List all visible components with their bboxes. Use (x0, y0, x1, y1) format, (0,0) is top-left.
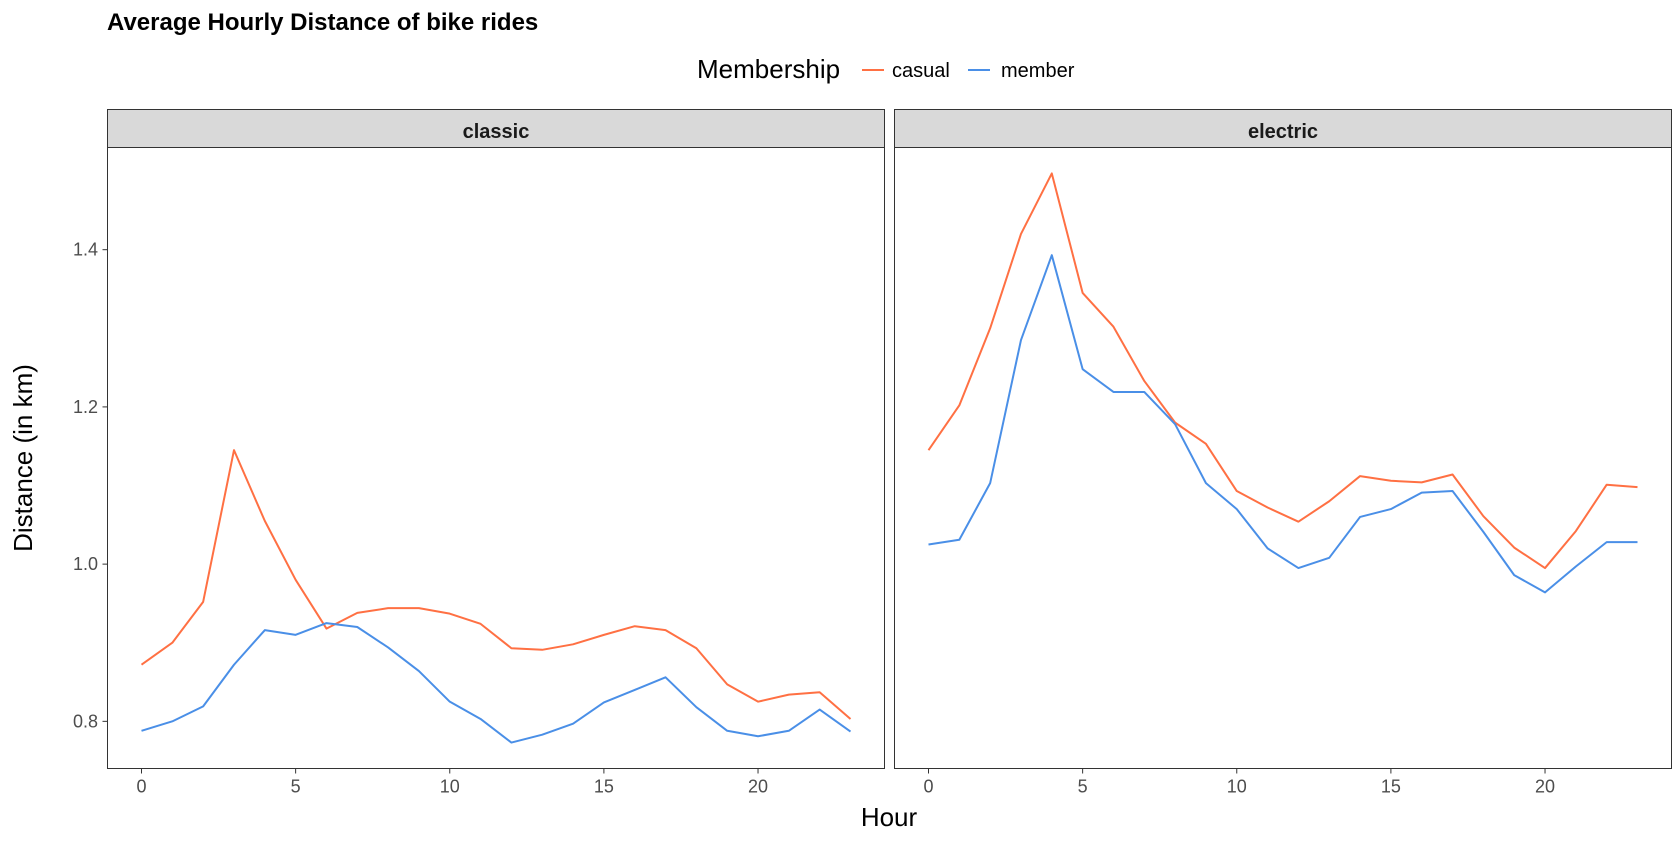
x-tick-label-classic-5: 5 (291, 777, 301, 797)
y-axis-title: Distance (in km) (8, 364, 38, 552)
series-line-electric-member (928, 254, 1638, 594)
y-tick-label-0.8: 0.8 (73, 711, 98, 731)
x-tick-label-electric-20: 20 (1535, 777, 1555, 797)
legend-title: Membership (697, 54, 840, 84)
x-tick-label-classic-10: 10 (440, 777, 460, 797)
legend: Membership casual member (697, 54, 1075, 84)
panel-frame-classic (107, 147, 885, 769)
facet-electric: electric 0 5 10 15 20 (894, 109, 1672, 797)
facet-strip-label-electric: electric (1248, 121, 1318, 143)
x-tick-label-classic-20: 20 (748, 777, 768, 797)
x-axis-title: Hour (861, 802, 918, 832)
panel-frame-electric (894, 147, 1672, 769)
y-tick-label-1.2: 1.2 (73, 397, 98, 417)
y-tick-label-1.0: 1.0 (73, 554, 98, 574)
axis-ticks-classic: 0 5 10 15 20 (136, 768, 768, 797)
series-lines-electric (927, 172, 1638, 594)
facet-strip-label-classic: classic (463, 121, 530, 143)
series-lines-classic (140, 449, 852, 744)
series-line-electric-casual (927, 172, 1638, 570)
facet-strip-classic (107, 109, 885, 148)
axis-ticks-electric: 0 5 10 15 20 (923, 768, 1555, 797)
x-tick-label-electric-0: 0 (923, 777, 933, 797)
legend-label-casual: casual (892, 60, 950, 82)
legend-label-member: member (1001, 60, 1075, 82)
x-tick-label-electric-5: 5 (1078, 777, 1088, 797)
facet-classic: classic 0 5 10 15 20 (107, 109, 885, 797)
x-tick-label-electric-10: 10 (1227, 777, 1247, 797)
facet-strip-electric (894, 109, 1672, 148)
y-axis: 0.8 1.0 1.2 1.4 (73, 240, 108, 731)
y-tick-label-1.4: 1.4 (73, 240, 98, 260)
x-tick-label-classic-0: 0 (136, 777, 146, 797)
series-line-classic-casual (140, 449, 852, 720)
x-tick-label-classic-15: 15 (594, 777, 614, 797)
chart-title: Average Hourly Distance of bike rides (107, 9, 538, 36)
x-tick-label-electric-15: 15 (1381, 777, 1401, 797)
series-line-classic-member (141, 622, 852, 744)
